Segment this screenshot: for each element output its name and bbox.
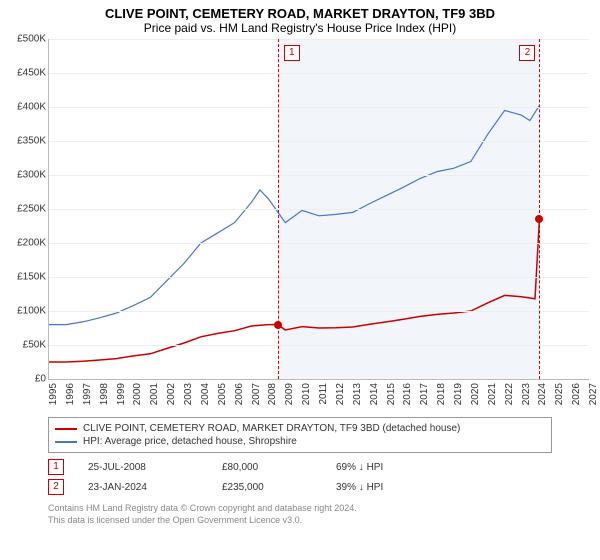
x-tick-label: 2025 xyxy=(554,383,565,405)
legend-row: HPI: Average price, detached house, Shro… xyxy=(55,435,545,448)
gridline xyxy=(49,209,589,210)
y-tick-label: £150K xyxy=(17,272,46,283)
gridline xyxy=(49,107,589,108)
sale-price: £80,000 xyxy=(222,462,312,473)
x-tick-label: 2007 xyxy=(251,383,262,405)
y-tick-label: £500K xyxy=(17,34,46,45)
x-tick-label: 1997 xyxy=(82,383,93,405)
x-tick-label: 2003 xyxy=(183,383,194,405)
sale-marker-badge: 2 xyxy=(519,45,535,61)
x-tick-label: 2023 xyxy=(521,383,532,405)
x-tick-label: 2024 xyxy=(537,383,548,405)
y-tick-label: £350K xyxy=(17,136,46,147)
chart-title: CLIVE POINT, CEMETERY ROAD, MARKET DRAYT… xyxy=(0,0,600,21)
gridline xyxy=(49,141,589,142)
footnote-line: This data is licensed under the Open Gov… xyxy=(48,515,552,527)
x-tick-label: 2017 xyxy=(419,383,430,405)
x-tick-label: 2008 xyxy=(267,383,278,405)
footnote: Contains HM Land Registry data © Crown c… xyxy=(48,503,552,526)
x-tick-label: 2019 xyxy=(453,383,464,405)
x-tick-label: 2021 xyxy=(487,383,498,405)
sale-badge: 2 xyxy=(48,479,64,495)
sale-marker-line xyxy=(539,39,540,379)
series-price_paid xyxy=(49,219,539,362)
legend-row: CLIVE POINT, CEMETERY ROAD, MARKET DRAYT… xyxy=(55,422,545,435)
gridline xyxy=(49,39,589,40)
sale-date: 25-JUL-2008 xyxy=(88,462,198,473)
sales-row: 2 23-JAN-2024 £235,000 39% ↓ HPI xyxy=(48,477,552,497)
x-tick-label: 2016 xyxy=(402,383,413,405)
x-tick-label: 2000 xyxy=(132,383,143,405)
sale-delta: 69% ↓ HPI xyxy=(336,462,383,473)
chart-subtitle: Price paid vs. HM Land Registry's House … xyxy=(0,21,600,39)
y-tick-label: £200K xyxy=(17,238,46,249)
x-tick-label: 2006 xyxy=(234,383,245,405)
gridline xyxy=(49,345,589,346)
chart-area: 12 £0£50K£100K£150K£200K£250K£300K£350K£… xyxy=(48,39,590,409)
y-tick-label: £450K xyxy=(17,68,46,79)
x-tick-label: 2022 xyxy=(504,383,515,405)
x-tick-label: 2015 xyxy=(386,383,397,405)
gridline xyxy=(49,277,589,278)
x-tick-label: 2004 xyxy=(200,383,211,405)
sale-price: £235,000 xyxy=(222,482,312,493)
legend-swatch xyxy=(55,441,77,443)
x-tick-label: 2026 xyxy=(571,383,582,405)
x-tick-label: 2012 xyxy=(335,383,346,405)
y-tick-label: £300K xyxy=(17,170,46,181)
y-tick-label: £50K xyxy=(23,340,46,351)
legend: CLIVE POINT, CEMETERY ROAD, MARKET DRAYT… xyxy=(48,417,552,453)
legend-label: HPI: Average price, detached house, Shro… xyxy=(83,436,297,447)
y-tick-label: £250K xyxy=(17,204,46,215)
chart-container: CLIVE POINT, CEMETERY ROAD, MARKET DRAYT… xyxy=(0,0,600,560)
gridline xyxy=(49,243,589,244)
sale-marker-dot xyxy=(535,215,543,223)
x-tick-label: 2009 xyxy=(284,383,295,405)
x-tick-label: 2013 xyxy=(352,383,363,405)
sale-date: 23-JAN-2024 xyxy=(88,482,198,493)
sales-row: 1 25-JUL-2008 £80,000 69% ↓ HPI xyxy=(48,457,552,477)
x-tick-label: 2005 xyxy=(217,383,228,405)
x-tick-label: 1999 xyxy=(116,383,127,405)
sales-table: 1 25-JUL-2008 £80,000 69% ↓ HPI 2 23-JAN-2024… xyxy=(48,457,552,497)
x-tick-label: 2001 xyxy=(149,383,160,405)
y-tick-label: £400K xyxy=(17,102,46,113)
x-tick-label: 1996 xyxy=(65,383,76,405)
legend-swatch xyxy=(55,428,77,430)
series-hpi xyxy=(49,106,539,325)
footnote-line: Contains HM Land Registry data © Crown c… xyxy=(48,503,552,515)
x-tick-label: 2018 xyxy=(436,383,447,405)
gridline xyxy=(49,175,589,176)
y-tick-label: £100K xyxy=(17,306,46,317)
sale-badge: 1 xyxy=(48,459,64,475)
sale-marker-badge: 1 xyxy=(284,45,300,61)
x-tick-label: 1998 xyxy=(99,383,110,405)
x-tick-label: 2014 xyxy=(369,383,380,405)
gridline xyxy=(49,311,589,312)
sale-marker-dot xyxy=(274,321,282,329)
gridline xyxy=(49,73,589,74)
x-tick-label: 2020 xyxy=(470,383,481,405)
x-tick-label: 1995 xyxy=(48,383,59,405)
legend-label: CLIVE POINT, CEMETERY ROAD, MARKET DRAYT… xyxy=(83,423,460,434)
x-tick-label: 2027 xyxy=(588,383,599,405)
y-tick-label: £0 xyxy=(35,374,46,385)
x-tick-label: 2002 xyxy=(166,383,177,405)
plot-area: 12 xyxy=(48,39,589,380)
x-tick-label: 2011 xyxy=(318,383,329,405)
x-tick-label: 2010 xyxy=(301,383,312,405)
sale-delta: 39% ↓ HPI xyxy=(336,482,383,493)
